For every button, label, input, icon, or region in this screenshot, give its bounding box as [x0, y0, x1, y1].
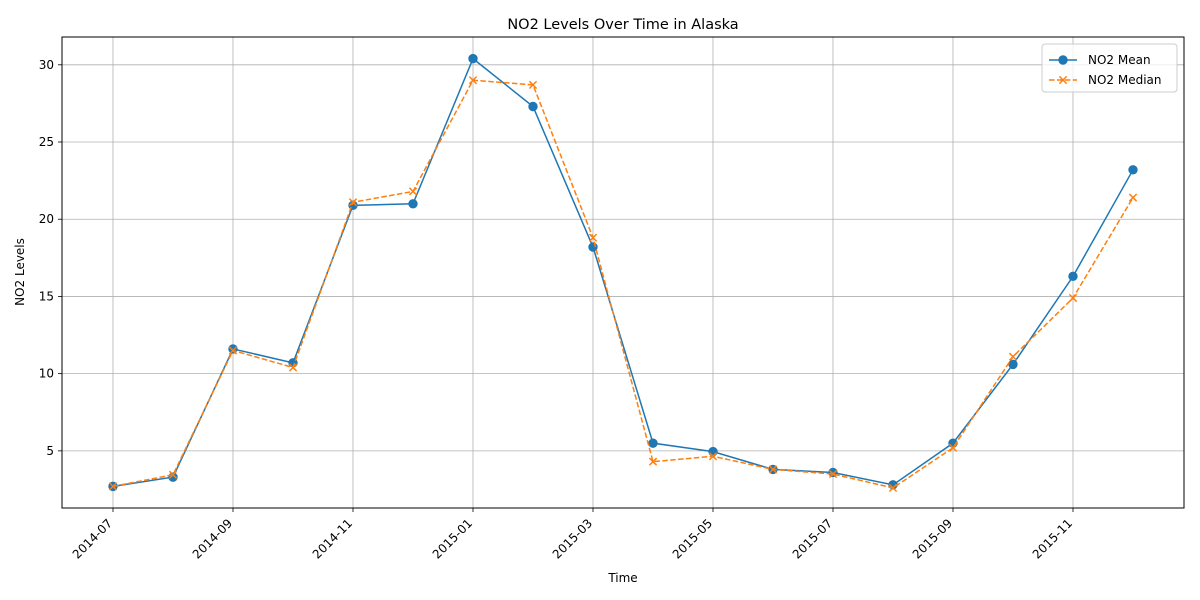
y-tick-label: 30 — [39, 58, 54, 72]
grid — [62, 37, 1184, 508]
data-point — [168, 470, 178, 479]
data-point — [348, 198, 358, 207]
chart-title: NO2 Levels Over Time in Alaska — [507, 17, 738, 33]
data-point — [948, 443, 958, 452]
data-point — [108, 482, 118, 491]
legend-label: NO2 Mean — [1088, 53, 1151, 67]
data-point — [408, 187, 418, 196]
data-point — [528, 101, 538, 112]
series-layer — [108, 53, 1138, 493]
plot-frame — [61, 36, 1185, 509]
data-point — [1128, 165, 1138, 175]
data-point — [228, 346, 238, 355]
data-point — [468, 53, 478, 64]
legend-label: NO2 Median — [1088, 73, 1162, 87]
y-axis-label: NO2 Levels — [13, 238, 27, 306]
x-axis-label: Time — [607, 571, 637, 585]
data-point — [528, 80, 538, 90]
legend-item: NO2 Median — [1049, 73, 1162, 87]
legend-marker — [1058, 75, 1068, 85]
y-tick-label: 20 — [39, 212, 54, 226]
data-point — [708, 446, 718, 457]
data-point — [408, 199, 418, 209]
y-tick-label: 10 — [39, 367, 54, 381]
data-point — [288, 363, 298, 372]
data-point — [1008, 352, 1018, 361]
y-tick-label: 5 — [46, 444, 54, 458]
series-median — [108, 76, 1138, 493]
y-tick-label: 15 — [39, 289, 54, 303]
data-point — [1008, 359, 1018, 370]
data-point — [588, 233, 598, 242]
data-point — [768, 465, 778, 474]
data-point — [828, 469, 838, 479]
series-line — [112, 57, 1134, 488]
data-point — [468, 76, 478, 85]
data-point — [888, 483, 898, 493]
data-point — [1068, 293, 1078, 303]
series-line — [112, 79, 1134, 489]
data-point — [708, 452, 718, 461]
legend: NO2 Mean NO2 Median — [1041, 43, 1178, 93]
data-point — [1068, 271, 1078, 282]
y-axis-ticks: 5 10 15 20 25 30 — [39, 58, 62, 458]
y-tick-label: 25 — [39, 135, 54, 149]
legend-item: NO2 Mean — [1049, 53, 1151, 67]
legend-marker — [1058, 55, 1068, 65]
data-point — [648, 457, 658, 466]
data-point — [1128, 193, 1138, 202]
data-point — [648, 438, 658, 448]
